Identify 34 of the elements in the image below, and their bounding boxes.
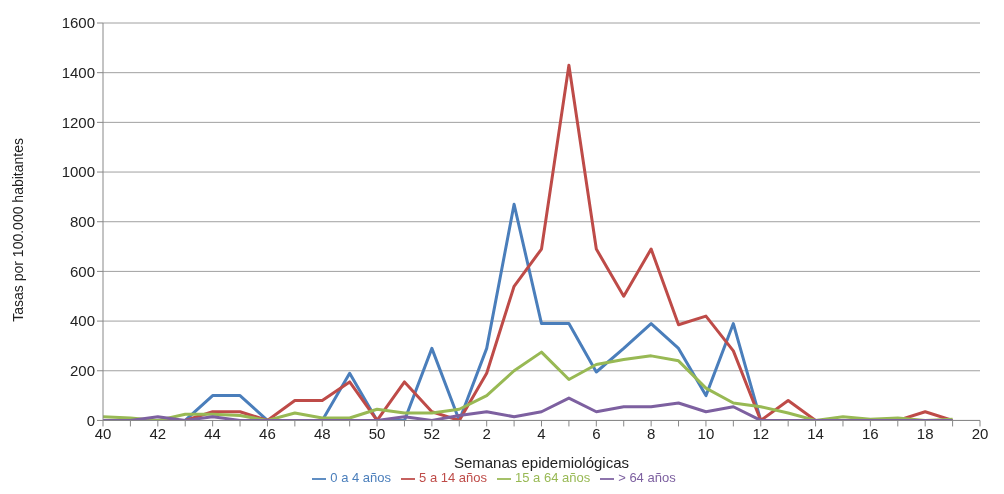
legend-label: 15 a 64 años: [515, 470, 591, 486]
x-tick-label: 46: [259, 425, 276, 443]
y-tick-label: 400: [69, 312, 95, 330]
x-tick-label: 10: [697, 425, 715, 443]
y-axis-title: Tasas por 100.000 habitantes: [9, 138, 26, 322]
x-tick-label: 52: [423, 425, 441, 443]
x-tick-label: 8: [646, 425, 656, 443]
x-tick-label: 14: [807, 425, 824, 443]
x-tick-label: 20: [971, 425, 989, 443]
x-tick-label: 40: [94, 425, 112, 443]
y-tick-label: 1200: [61, 113, 95, 131]
legend-label: > 64 años: [618, 470, 676, 486]
y-tick-label: 800: [69, 213, 95, 231]
y-tick-label: 1600: [61, 14, 95, 32]
x-tick-label: 42: [149, 425, 167, 443]
legend-label: 0 a 4 años: [330, 470, 392, 486]
line-series: [101, 396, 955, 421]
y-tick-label: 200: [69, 362, 95, 380]
x-tick-label: 50: [368, 425, 386, 443]
y-tick-label: 1400: [61, 64, 95, 81]
x-tick-label: 6: [592, 425, 601, 443]
x-tick-label: 2: [482, 425, 491, 443]
y-tick-label: 0: [86, 411, 95, 429]
line-series: [101, 350, 955, 421]
y-tick-label: 1000: [61, 163, 95, 181]
x-tick-label: 44: [204, 425, 221, 443]
x-tick-label: 18: [916, 425, 934, 443]
x-tick-label: 4: [537, 425, 546, 443]
x-tick-label: 12: [752, 425, 770, 443]
legend-label: 5 a 14 años: [419, 470, 487, 486]
x-axis-title: Semanas epidemiológicas: [453, 454, 630, 472]
x-tick-label: 48: [313, 425, 331, 443]
y-tick-label: 600: [69, 262, 95, 280]
x-tick-label: 16: [862, 425, 879, 443]
